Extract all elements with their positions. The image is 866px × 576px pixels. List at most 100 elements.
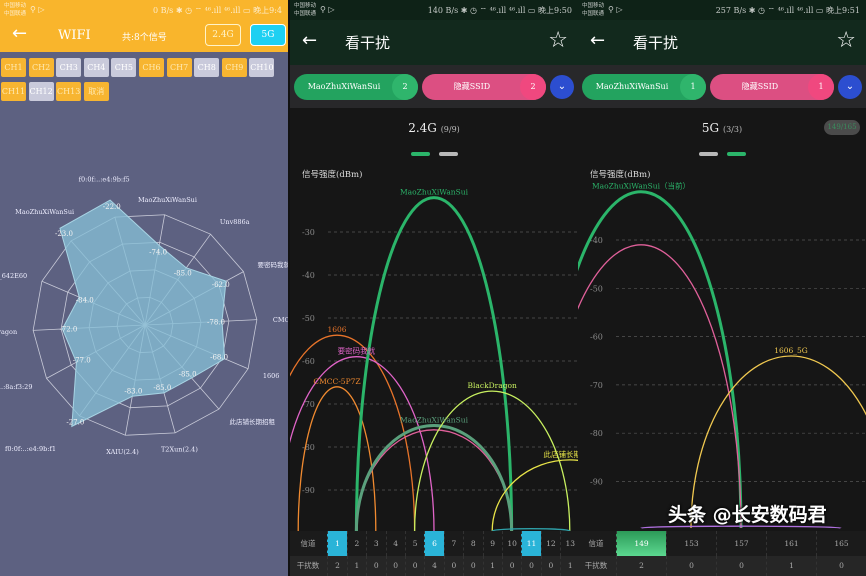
signal-arc[interactable] [354,424,514,532]
radar-axis-label: Unv886a [220,218,250,226]
band-5g-button[interactable]: 5G [250,24,286,46]
channel-cell[interactable]: 161 [766,531,816,556]
page-indicator-2[interactable] [439,152,458,156]
back-arrow-icon[interactable]: ← [12,23,28,44]
signal-arc[interactable] [290,334,416,532]
channel-chip[interactable]: CH8 [194,58,220,77]
radar-axis-label: BlackDragon [0,328,17,336]
signal-arc[interactable] [578,244,742,529]
status-bar: 中国移动 中国联通 ⚲ ▷ 0 B/s ✱ ◷ ⌔ ⁴⁶.ıll ⁴⁶.ıll … [0,0,288,20]
channel-chip[interactable]: CH10 [249,58,275,77]
channel-chip[interactable]: CH7 [166,58,192,77]
page-indicator-1[interactable] [411,152,430,156]
app-header: ← 看干扰 ☆ [290,20,578,65]
channel-cell[interactable]: 9 [482,531,502,556]
channel-chip[interactable]: CH4 [83,58,109,77]
interference-count: 1 [346,556,366,576]
signal-arc[interactable] [290,356,435,532]
network-chip-bar: MaoZhuXiWanSui 1 隐藏SSID 1 ⌄ [578,65,866,108]
band-label: 2.4G [408,121,437,135]
radar-chart: -22.0 -74.0 -85.0 -62.0 -78.0 -68.0 -85.0 -85.0… [0,176,288,456]
channel-cell[interactable]: 165 [816,531,866,556]
channel-chip[interactable]: CH12 [28,82,54,101]
signal-arc[interactable] [354,196,514,532]
network-chip-current[interactable]: MaoZhuXiWanSui 2 [294,74,418,100]
chip-label: MaoZhuXiWanSui [595,82,669,91]
band-count: (3/3) [722,125,743,134]
back-arrow-icon[interactable]: ← [302,30,318,51]
page-indicator-2[interactable] [727,152,746,156]
signal-arc-label: 此店铺长期招租 [544,449,578,459]
channel-cell[interactable]: 4 [385,531,405,556]
radar-axis-label: CMCC-5P72 [273,316,288,324]
chevron-down-icon[interactable]: ⌄ [838,75,862,99]
y-tick-label: -90 [590,478,603,487]
star-icon[interactable]: ☆ [836,28,856,53]
channel-cell[interactable]: 157 [716,531,766,556]
band-24g-button[interactable]: 2.4G [205,24,241,46]
carrier-label: 中国移动 中国联通 [294,3,317,17]
page-indicator-1[interactable] [699,152,718,156]
y-tick-label: -50 [302,314,315,323]
channel-cell[interactable]: 8 [463,531,482,556]
interference-count: 0 [501,556,521,576]
network-chip-hidden[interactable]: 隐藏SSID 1 [710,74,834,100]
chevron-down-icon[interactable]: ⌄ [550,75,574,99]
channel-chip[interactable]: CH3 [56,58,82,77]
status-right: 140 B/s ✱ ◷ ⌔ ⁴⁶.ıll ⁴⁶.ıll ▭ 晚上9:50 [427,6,572,15]
signal-arc[interactable] [690,355,866,529]
channel-cell[interactable]: 12 [540,531,560,556]
signal-arc[interactable] [297,386,377,532]
interference-count: 4 [424,556,443,576]
channel-chip[interactable]: CH11 [1,82,26,101]
network-chip-hidden[interactable]: 隐藏SSID 2 [422,74,546,100]
channel-cell[interactable]: 2 [346,531,366,556]
channel-chip[interactable]: CH6 [139,58,164,77]
channel-cell[interactable]: 11 [521,531,541,556]
channel-chip[interactable]: CH2 [28,58,54,77]
radar-value-label: -85.0 [153,384,171,392]
channel-chip[interactable]: CH5 [111,58,137,77]
radar-value-label: -85.0 [174,270,192,278]
radar-value-label: -84.0 [76,296,94,304]
channel-cell[interactable]: 153 [666,531,716,556]
radar-axis-label: f0:0f:..:8a:f3:29 [0,383,32,391]
channel-cell[interactable]: 1 [327,531,347,556]
carrier-label: 中国移动 中国联通 [582,3,605,17]
channel-range-badge[interactable]: 149/165 [824,120,860,135]
page-title: WIFI [58,28,91,43]
network-chip-current[interactable]: MaoZhuXiWanSui 1 [582,74,706,100]
channel-chip[interactable]: CH1 [1,58,26,77]
radar-value-label: -74.0 [149,248,167,256]
interference-count: 0 [443,556,463,576]
interference-count: 0 [521,556,540,576]
signal-arc[interactable] [640,525,842,529]
chip-count: 1 [680,74,706,100]
status-bar: 中国移动 中国联通 ⚲ ▷ 140 B/s ✱ ◷ ⌔ ⁴⁶.ıll ⁴⁶.ıl… [290,0,578,20]
channel-cell[interactable]: 149 [616,531,666,556]
interference-24g-screen: 中国移动 中国联通 ⚲ ▷ 140 B/s ✱ ◷ ⌔ ⁴⁶.ıll ⁴⁶.ıl… [290,0,578,576]
signal-arc[interactable] [578,190,743,529]
y-tick-label: -70 [302,400,315,409]
back-arrow-icon[interactable]: ← [590,30,606,51]
signal-arc[interactable] [491,528,571,532]
channel-cell[interactable]: 5 [404,531,424,556]
radar-axis-label: f0:0f:..:e4:9b:f1 [5,445,56,453]
radar-axis-label: 要密码我就 [258,260,288,269]
channel-chip[interactable]: CH9 [221,58,247,77]
star-icon[interactable]: ☆ [548,28,568,53]
radar-area [59,199,227,428]
channel-cell[interactable]: 13 [560,531,578,556]
radar-axis-label: 此店铺长期招租 [230,417,276,426]
channel-cell[interactable]: 10 [501,531,521,556]
channel-cell[interactable]: 3 [366,531,385,556]
interference-count: 0 [716,556,766,576]
signal-arc[interactable] [413,390,571,532]
chip-label: 隐藏SSID [453,82,491,91]
signal-arc[interactable] [491,459,578,532]
channel-cell[interactable]: 6 [424,531,444,556]
status-right: 257 B/s ✱ ◷ ⌔ ⁴⁶.ıll ⁴⁶.ıll ▭ 晚上9:51 [715,6,860,15]
channel-chip[interactable]: CH13 [56,82,82,101]
channel-chip[interactable]: 取消 [83,82,109,101]
channel-cell[interactable]: 7 [443,531,463,556]
